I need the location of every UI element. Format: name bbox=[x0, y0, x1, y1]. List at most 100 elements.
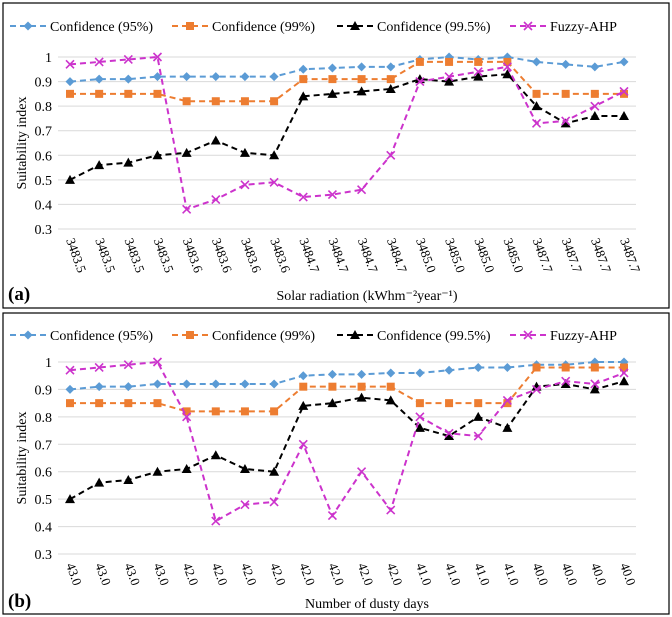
panel-a-series-1-point-12 bbox=[415, 57, 424, 66]
panel-a-y-tick-label: 0.6 bbox=[35, 149, 53, 164]
panel-a-y-tick-label: 1 bbox=[45, 51, 52, 66]
panel-b-series-3-point-15 bbox=[502, 395, 512, 405]
panel-b-series-0-point-3 bbox=[152, 379, 162, 389]
panel-b-series-3-point-7 bbox=[269, 497, 279, 507]
panel-a-series-2-point-11 bbox=[385, 83, 396, 93]
panel-b-series-0-point-9 bbox=[327, 369, 337, 379]
panel-a-series-3-point-6 bbox=[240, 180, 250, 190]
panel-a-series-3-point-14 bbox=[473, 67, 483, 77]
panel-a-series-3-point-4 bbox=[182, 204, 192, 214]
panel-a-series-0-point-7 bbox=[269, 72, 279, 82]
panel-a-series-1-point-0 bbox=[66, 89, 74, 98]
panel-b-series-2-point-12 bbox=[414, 422, 425, 432]
panel-b-series-3-point-2 bbox=[123, 360, 133, 370]
panel-b-series-3-point-5 bbox=[211, 516, 221, 526]
panel-b-y-ticks: 0.3 0.4 0.5 0.6 0.7 0.8 0.9 1 bbox=[35, 356, 53, 563]
panel-a-series-1-point-4 bbox=[182, 97, 191, 106]
panel-b-series-0-point-4 bbox=[182, 379, 192, 389]
panel-a-legend-series-0-point-0 bbox=[23, 21, 33, 31]
panel-a-series-line-2 bbox=[69, 73, 624, 181]
panel-a-series-3-point-10 bbox=[357, 185, 367, 195]
panel-b-series-1-point-3 bbox=[153, 399, 162, 408]
panel-a-legend-series-3-point-0 bbox=[523, 21, 533, 31]
panel-b-series-line-2 bbox=[69, 380, 625, 501]
panel-b-series-1-point-15 bbox=[503, 399, 512, 408]
panel-b-series-3-point-3 bbox=[152, 357, 163, 367]
panel-b-y-tick-label: 0.7 bbox=[35, 438, 53, 453]
panel-a-series-0-point-6 bbox=[240, 72, 250, 82]
panel-a-series-1-point-15 bbox=[503, 57, 512, 66]
panel-b-series-2-point-5 bbox=[210, 450, 221, 460]
panel-b-series-0-point-5 bbox=[211, 379, 221, 389]
panel-a-frame bbox=[2, 2, 670, 309]
panel-a-series-2-point-19 bbox=[619, 110, 629, 120]
panel-a-legend-series-1-point-0 bbox=[186, 22, 194, 30]
panel-b-x-tick-label: 42.0 bbox=[180, 561, 202, 588]
panel-b-legend-series-2-point-0 bbox=[350, 330, 360, 339]
panel-a-series-3-point-11 bbox=[386, 150, 396, 160]
panel-a-series-1-point-17 bbox=[561, 89, 570, 98]
panel-b-x-tick-label: 40.0 bbox=[530, 561, 552, 588]
panel-a-series-1-point-3 bbox=[153, 89, 162, 98]
panel-b-legend-series-1-point-0 bbox=[186, 331, 194, 339]
panel-a-legend: Confidence (95%) Confidence (99%) Confiden… bbox=[10, 20, 617, 35]
panel-b-frame bbox=[2, 312, 670, 615]
panel-b-y-tick-label: 0.5 bbox=[35, 493, 53, 508]
panel-a-series-1-point-14 bbox=[474, 57, 483, 66]
panel-b-legend-label-1: Confidence (99%) bbox=[212, 329, 315, 344]
panel-b-series-1-point-19 bbox=[620, 363, 628, 372]
panel-b-x-tick-label: 41.0 bbox=[413, 561, 435, 588]
panel-b-y-tick-label: 0.4 bbox=[35, 521, 53, 536]
panel-b-y-tick-label: 0.9 bbox=[35, 383, 53, 398]
panel-a-series-3-point-7 bbox=[269, 177, 279, 187]
panel-b-x-tick-label: 43.0 bbox=[63, 561, 85, 588]
panel-b-series-3-point-11 bbox=[386, 505, 396, 515]
panel-a-y-tick-label: 0.5 bbox=[35, 174, 53, 189]
panel-a-series-2-point-9 bbox=[327, 88, 338, 98]
panel-b-series-line-3 bbox=[69, 360, 625, 523]
panel-b-x-tick-label: 42.0 bbox=[267, 561, 289, 588]
panel-a-series-0-point-4 bbox=[182, 72, 192, 82]
panel-b-series-1-point-5 bbox=[211, 407, 220, 416]
panel-a-series-3-point-17 bbox=[561, 116, 571, 126]
panel-b-series-2-point-6 bbox=[239, 463, 250, 473]
panel-b-series-0-point-10 bbox=[357, 369, 367, 379]
panel-b-series-1-point-7 bbox=[270, 407, 279, 416]
panel-a-x-axis-label: Solar radiation (kWhm⁻²year⁻¹) bbox=[276, 289, 457, 304]
panel-a-series-2-point-8 bbox=[298, 91, 309, 101]
panel-b-legend-label-3: Fuzzy-AHP bbox=[550, 329, 617, 344]
panel-a-legend-series-2-point-0 bbox=[350, 21, 360, 30]
panel-a-legend-label-0: Confidence (95%) bbox=[50, 20, 153, 35]
panel-b-x-tick-label: 42.0 bbox=[384, 561, 406, 588]
panel-b-x-tick-label: 42.0 bbox=[326, 561, 348, 588]
panel-b-x-tick-label: 41.0 bbox=[442, 561, 464, 588]
panel-b-series-2-point-0 bbox=[65, 494, 75, 504]
panel-a-series-3-point-16 bbox=[531, 118, 542, 128]
panel-a-gridlines bbox=[58, 56, 636, 230]
panel-a-series-0-point-11 bbox=[386, 62, 396, 72]
panel-b-series-2-point-13 bbox=[444, 431, 455, 441]
panel-a-series-3-point-5 bbox=[211, 194, 221, 205]
panel-a-series-3-point-15 bbox=[502, 62, 512, 72]
panel-b-series-2-point-1 bbox=[94, 477, 105, 487]
panel-a-series-line-3 bbox=[69, 55, 625, 211]
panel-b-legend: Confidence (95%) Confidence (99%) Confiden… bbox=[10, 329, 617, 344]
panel-a-series-2-point-17 bbox=[560, 118, 571, 128]
panel-a-legend-label-2: Confidence (99.5%) bbox=[377, 20, 491, 35]
panel-b-series-0-point-13 bbox=[444, 365, 454, 375]
panel-b-legend-series-0-point-0 bbox=[23, 330, 33, 340]
panel-a-series-0-point-5 bbox=[211, 72, 221, 82]
panel-a-series-2-point-7 bbox=[269, 150, 280, 160]
panel-b-x-tick-label: 43.0 bbox=[92, 561, 114, 588]
panel-b-x-tick-label: 40.0 bbox=[588, 561, 610, 588]
panel-b-series-0-point-15 bbox=[502, 362, 512, 372]
panel-a-series-1-point-13 bbox=[445, 57, 454, 66]
panel-a-y-axis-label: Suitability index bbox=[15, 97, 30, 190]
panel-a-series-2-point-18 bbox=[589, 110, 600, 120]
panel-b-series-3-point-8 bbox=[298, 439, 308, 449]
panel-a-y-tick-label: 0.8 bbox=[35, 100, 53, 115]
panel-a-series-3-point-0 bbox=[65, 59, 75, 69]
panel-a-series-3-point-18 bbox=[590, 101, 600, 111]
panel-b-series-3-point-6 bbox=[240, 500, 250, 510]
